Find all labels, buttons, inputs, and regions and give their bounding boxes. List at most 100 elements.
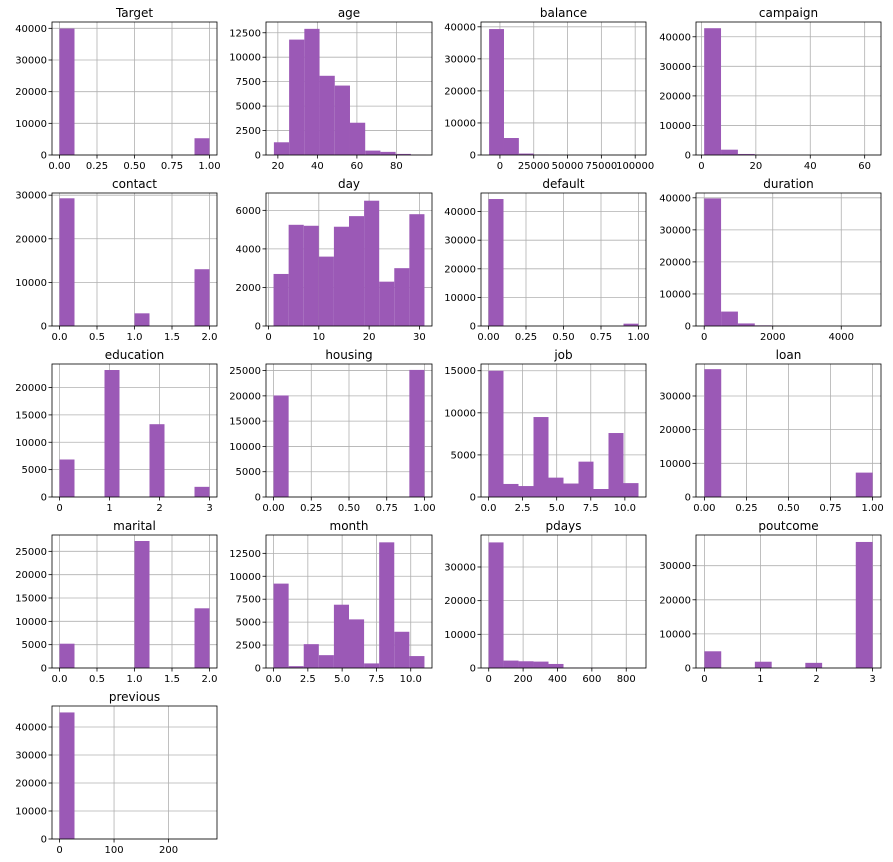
histogram-bar [503,660,519,668]
axes-frame [695,534,882,669]
x-tick-label: 0.75 [161,161,183,172]
x-tick-label: 0 [701,674,707,685]
axes-frame [265,534,433,669]
histogram-bar [737,323,755,326]
x-tick-label: 0 [701,332,707,343]
y-tick-label: 30000 [15,191,47,202]
y-tick-label: 20000 [15,234,47,245]
x-tick-label: 5.0 [549,503,565,514]
x-tick-label: 0 [486,674,492,685]
y-tick-label: 20000 [444,596,476,607]
histogram-bar [548,477,564,497]
panel-title: month [330,519,369,533]
histogram-bar [754,661,772,668]
histogram-bar [409,369,425,497]
x-tick-label: 400 [548,674,567,685]
x-tick-label: 0.25 [515,332,537,343]
y-tick-label: 10000 [229,53,261,64]
histogram-bar [333,226,349,326]
histogram-bar [409,214,425,326]
axes-frame [480,363,647,498]
panel-title: pdays [546,519,582,533]
histogram-bar [704,28,722,156]
x-tick-label: 75000 [585,161,617,172]
x-tick-label: 100000 [616,161,654,172]
x-tick-label: 0.25 [86,161,108,172]
histogram-bar [805,662,823,668]
y-tick-label: 20000 [659,257,691,268]
histogram-bar [721,311,738,326]
y-tick-label: 7500 [236,595,261,606]
x-tick-label: 0.00 [48,161,70,172]
x-tick-label: 0 [56,845,62,856]
histogram-bar [380,151,396,155]
y-tick-label: 40000 [15,24,47,35]
y-tick-label: 20000 [229,391,261,402]
x-tick-label: 1 [106,503,112,514]
y-tick-label: 30000 [659,391,691,402]
x-tick-label: 0.00 [477,332,499,343]
y-tick-label: 0 [41,493,47,504]
x-tick-label: 1.0 [127,332,143,343]
histogram-bar [394,268,410,326]
y-tick-label: 0 [41,151,47,162]
y-tick-label: 15000 [229,417,261,428]
y-tick-label: 5000 [22,640,47,651]
axes-frame [265,21,433,156]
y-tick-label: 40000 [15,723,47,734]
x-tick-label: 0 [56,503,62,514]
y-tick-label: 0 [41,835,47,846]
histogram-bar [194,138,210,155]
x-tick-label: 40 [311,161,324,172]
x-tick-label: 0.0 [266,674,282,685]
axes-frame [480,21,647,156]
x-tick-label: 0.5 [89,674,105,685]
y-tick-label: 5000 [22,465,47,476]
histogram-bar [273,583,289,668]
y-tick-label: 0 [685,151,691,162]
y-tick-label: 10000 [659,289,691,300]
y-tick-label: 15000 [444,366,476,377]
x-tick-label: 0 [698,161,704,172]
histogram-bar [364,663,380,668]
panel-job: 0.0 2.5 5.0 7.5 10.0 0 5000 10000 15000 job [444,348,647,514]
y-tick-label: 20000 [444,264,476,275]
x-tick-label: 25000 [518,161,550,172]
panel-title: balance [540,6,587,20]
x-tick-label: 2.5 [300,674,316,685]
y-tick-label: 0 [255,664,261,675]
panel-poutcome: 0 1 2 3 0 10000 20000 30000 poutcome [659,519,882,685]
histogram-bar [737,153,755,155]
y-tick-label: 30000 [659,561,691,572]
y-tick-label: 10000 [444,293,476,304]
y-tick-label: 40000 [659,193,691,204]
y-tick-label: 2000 [236,283,261,294]
panel-title: previous [109,690,160,704]
y-tick-label: 10000 [444,118,476,129]
x-tick-label: 1.00 [198,161,220,172]
histogram-bar [289,39,305,156]
x-tick-label: 600 [582,674,601,685]
histogram-bar [488,199,504,326]
histogram-bar [333,604,349,668]
y-tick-label: 30000 [659,62,691,73]
x-tick-label: 2.0 [202,674,218,685]
y-tick-label: 5000 [236,618,261,629]
panel-title: education [105,348,165,362]
y-tick-label: 10000 [15,119,47,130]
panel-title: loan [776,348,802,362]
histogram-bar [104,370,120,497]
x-tick-label: 200 [159,845,178,856]
histogram-bar [319,75,335,155]
x-tick-label: 0.25 [735,503,757,514]
panel-Target: 0.00 0.25 0.50 0.75 1.00 0 10000 20000 30000 4000… [15,6,220,172]
x-tick-label: 50000 [552,161,584,172]
y-tick-label: 5000 [236,467,261,478]
y-tick-label: 20000 [15,383,47,394]
histogram-bar [273,395,289,497]
y-tick-label: 30000 [15,751,47,762]
x-tick-label: 0.00 [262,503,284,514]
y-tick-label: 10000 [659,459,691,470]
